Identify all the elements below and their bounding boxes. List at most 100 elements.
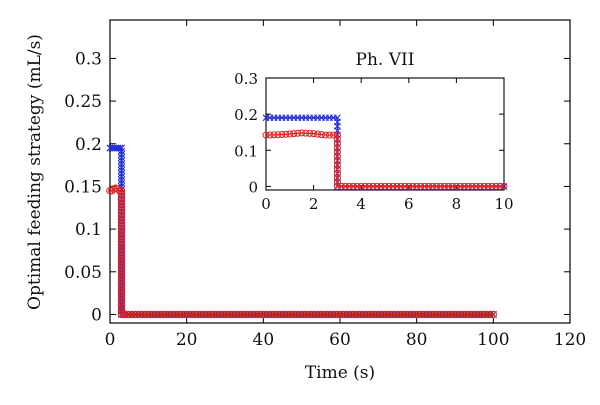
inset-series-1-point bbox=[441, 182, 448, 190]
inset-series-1-point bbox=[333, 131, 341, 139]
main-series-0-point bbox=[117, 157, 126, 165]
main-series-0-point bbox=[117, 154, 126, 162]
main-series-0-point bbox=[117, 166, 126, 175]
inset-series-1-point bbox=[349, 182, 357, 190]
main-series-0-point bbox=[117, 173, 126, 181]
inset-series-1-point bbox=[421, 182, 429, 190]
inset-series-1-point bbox=[306, 129, 314, 137]
inset-series-1-point bbox=[444, 182, 452, 190]
inset-series-1-point bbox=[333, 148, 341, 156]
inset-series-1-point bbox=[361, 182, 369, 190]
inset-series-1-point bbox=[433, 182, 441, 190]
inset-series-1-point bbox=[333, 140, 341, 148]
inset-series-1-point bbox=[322, 131, 329, 139]
inset-xtick-label-1: 2 bbox=[309, 195, 319, 213]
inset-series-1-point bbox=[270, 131, 278, 139]
inset-series-1-point bbox=[325, 131, 333, 139]
main-series-0-point bbox=[117, 163, 126, 171]
main-xtick-label-4: 80 bbox=[406, 330, 428, 350]
inset-series-1-point bbox=[484, 182, 492, 190]
main-xtick-label-0: 0 bbox=[105, 330, 116, 350]
inset-series-1-point bbox=[413, 182, 421, 190]
inset-series-1-point bbox=[282, 130, 290, 138]
main-xtick-label-2: 40 bbox=[253, 330, 275, 350]
main-series-1-point bbox=[486, 310, 494, 319]
inset-series-1-point bbox=[488, 182, 496, 190]
inset-series-1-point bbox=[274, 131, 282, 139]
main-series-0-point bbox=[117, 170, 126, 178]
inset-series-1-point bbox=[333, 182, 341, 190]
inset-series-1-point bbox=[401, 182, 409, 190]
inset-series-1-point bbox=[397, 182, 405, 190]
inset-series-1-point bbox=[278, 130, 286, 138]
inset-series-1-point bbox=[393, 182, 401, 190]
main-ytick-label-1: 0.05 bbox=[64, 263, 102, 283]
inset-series-1-point bbox=[500, 182, 508, 190]
inset-ytick-label-2: 0.2 bbox=[234, 106, 258, 124]
inset-series-1-point bbox=[333, 170, 341, 178]
inset-xtick-label-4: 8 bbox=[452, 195, 462, 213]
inset-tick-group: 0 2 4 6 8 10 0 0.1 0.2 0.3 bbox=[234, 70, 513, 213]
main-series-0-point bbox=[115, 144, 124, 152]
inset-series-1-point bbox=[345, 182, 353, 190]
inset-series-1-point bbox=[464, 182, 472, 190]
inset-series-1-point bbox=[468, 182, 476, 190]
main-xtick-label-5: 100 bbox=[477, 330, 509, 350]
inset-series-1-point bbox=[333, 135, 341, 143]
main-xtick-label-1: 20 bbox=[176, 330, 198, 350]
inset-xtick-label-5: 10 bbox=[494, 195, 513, 213]
inset-series-1-point bbox=[333, 144, 341, 152]
main-series-1-point bbox=[113, 185, 122, 193]
main-xtick-label-6: 120 bbox=[554, 330, 586, 350]
main-series-1 bbox=[106, 184, 498, 319]
main-series-line-1 bbox=[110, 187, 494, 316]
inset-series-1-point bbox=[389, 182, 397, 190]
main-series-0-point bbox=[117, 179, 126, 187]
inset-series-1-point bbox=[357, 182, 365, 190]
main-series-0-point bbox=[117, 144, 126, 152]
main-ytick-label-2: 0.1 bbox=[75, 220, 102, 240]
inset-series-1-point bbox=[290, 130, 298, 138]
inset-series-1-point bbox=[353, 182, 361, 190]
main-ytick-label-6: 0.3 bbox=[75, 49, 102, 69]
inset-series-1-point bbox=[429, 182, 437, 190]
inset-series-1-point bbox=[310, 130, 318, 138]
inset-series-1-point bbox=[460, 182, 468, 190]
inset-series-1-point bbox=[318, 131, 326, 139]
inset-background bbox=[266, 78, 504, 190]
main-series-1-point bbox=[119, 310, 128, 319]
inset-series-1-point bbox=[492, 182, 500, 190]
inset-series-1-point bbox=[456, 182, 464, 190]
inset-series-1-point bbox=[448, 182, 456, 190]
main-series-0-point bbox=[117, 160, 126, 168]
inset-ytick-label-3: 0.3 bbox=[234, 70, 258, 88]
inset-series-1-point bbox=[337, 182, 345, 190]
inset-series-1-point bbox=[333, 174, 341, 182]
inset-series-1-point bbox=[405, 182, 413, 190]
main-ytick-label-4: 0.2 bbox=[75, 135, 102, 155]
inset-series-1-point bbox=[480, 182, 488, 190]
inset-series-1-point bbox=[496, 182, 504, 190]
inset-series-1-point bbox=[425, 182, 433, 190]
inset-title: Ph. VII bbox=[356, 50, 415, 70]
inset-series-1-point bbox=[333, 157, 341, 165]
inset-series-1-point bbox=[333, 178, 341, 186]
inset-series-1-point bbox=[333, 152, 341, 160]
inset-series-1-point bbox=[452, 182, 460, 190]
main-series-group bbox=[106, 144, 498, 319]
inset-ytick-label-0: 0 bbox=[248, 178, 258, 196]
inset-series-1-point bbox=[298, 129, 306, 137]
main-ytick-label-0: 0 bbox=[91, 305, 102, 325]
inset-series-1-point bbox=[377, 182, 385, 190]
inset-series-1-point bbox=[333, 161, 341, 169]
inset-series-1-point bbox=[409, 182, 417, 190]
inset-series-1 bbox=[262, 129, 508, 190]
inset-ytick-label-1: 0.1 bbox=[234, 142, 258, 160]
y-axis-label: Optimal feeding strategy (mL/s) bbox=[25, 34, 45, 310]
inset-series-1-point bbox=[294, 129, 302, 137]
inset-series-1-point bbox=[472, 182, 480, 190]
inset-series-1-point bbox=[417, 182, 425, 190]
inset-plot-frame bbox=[265, 77, 505, 191]
